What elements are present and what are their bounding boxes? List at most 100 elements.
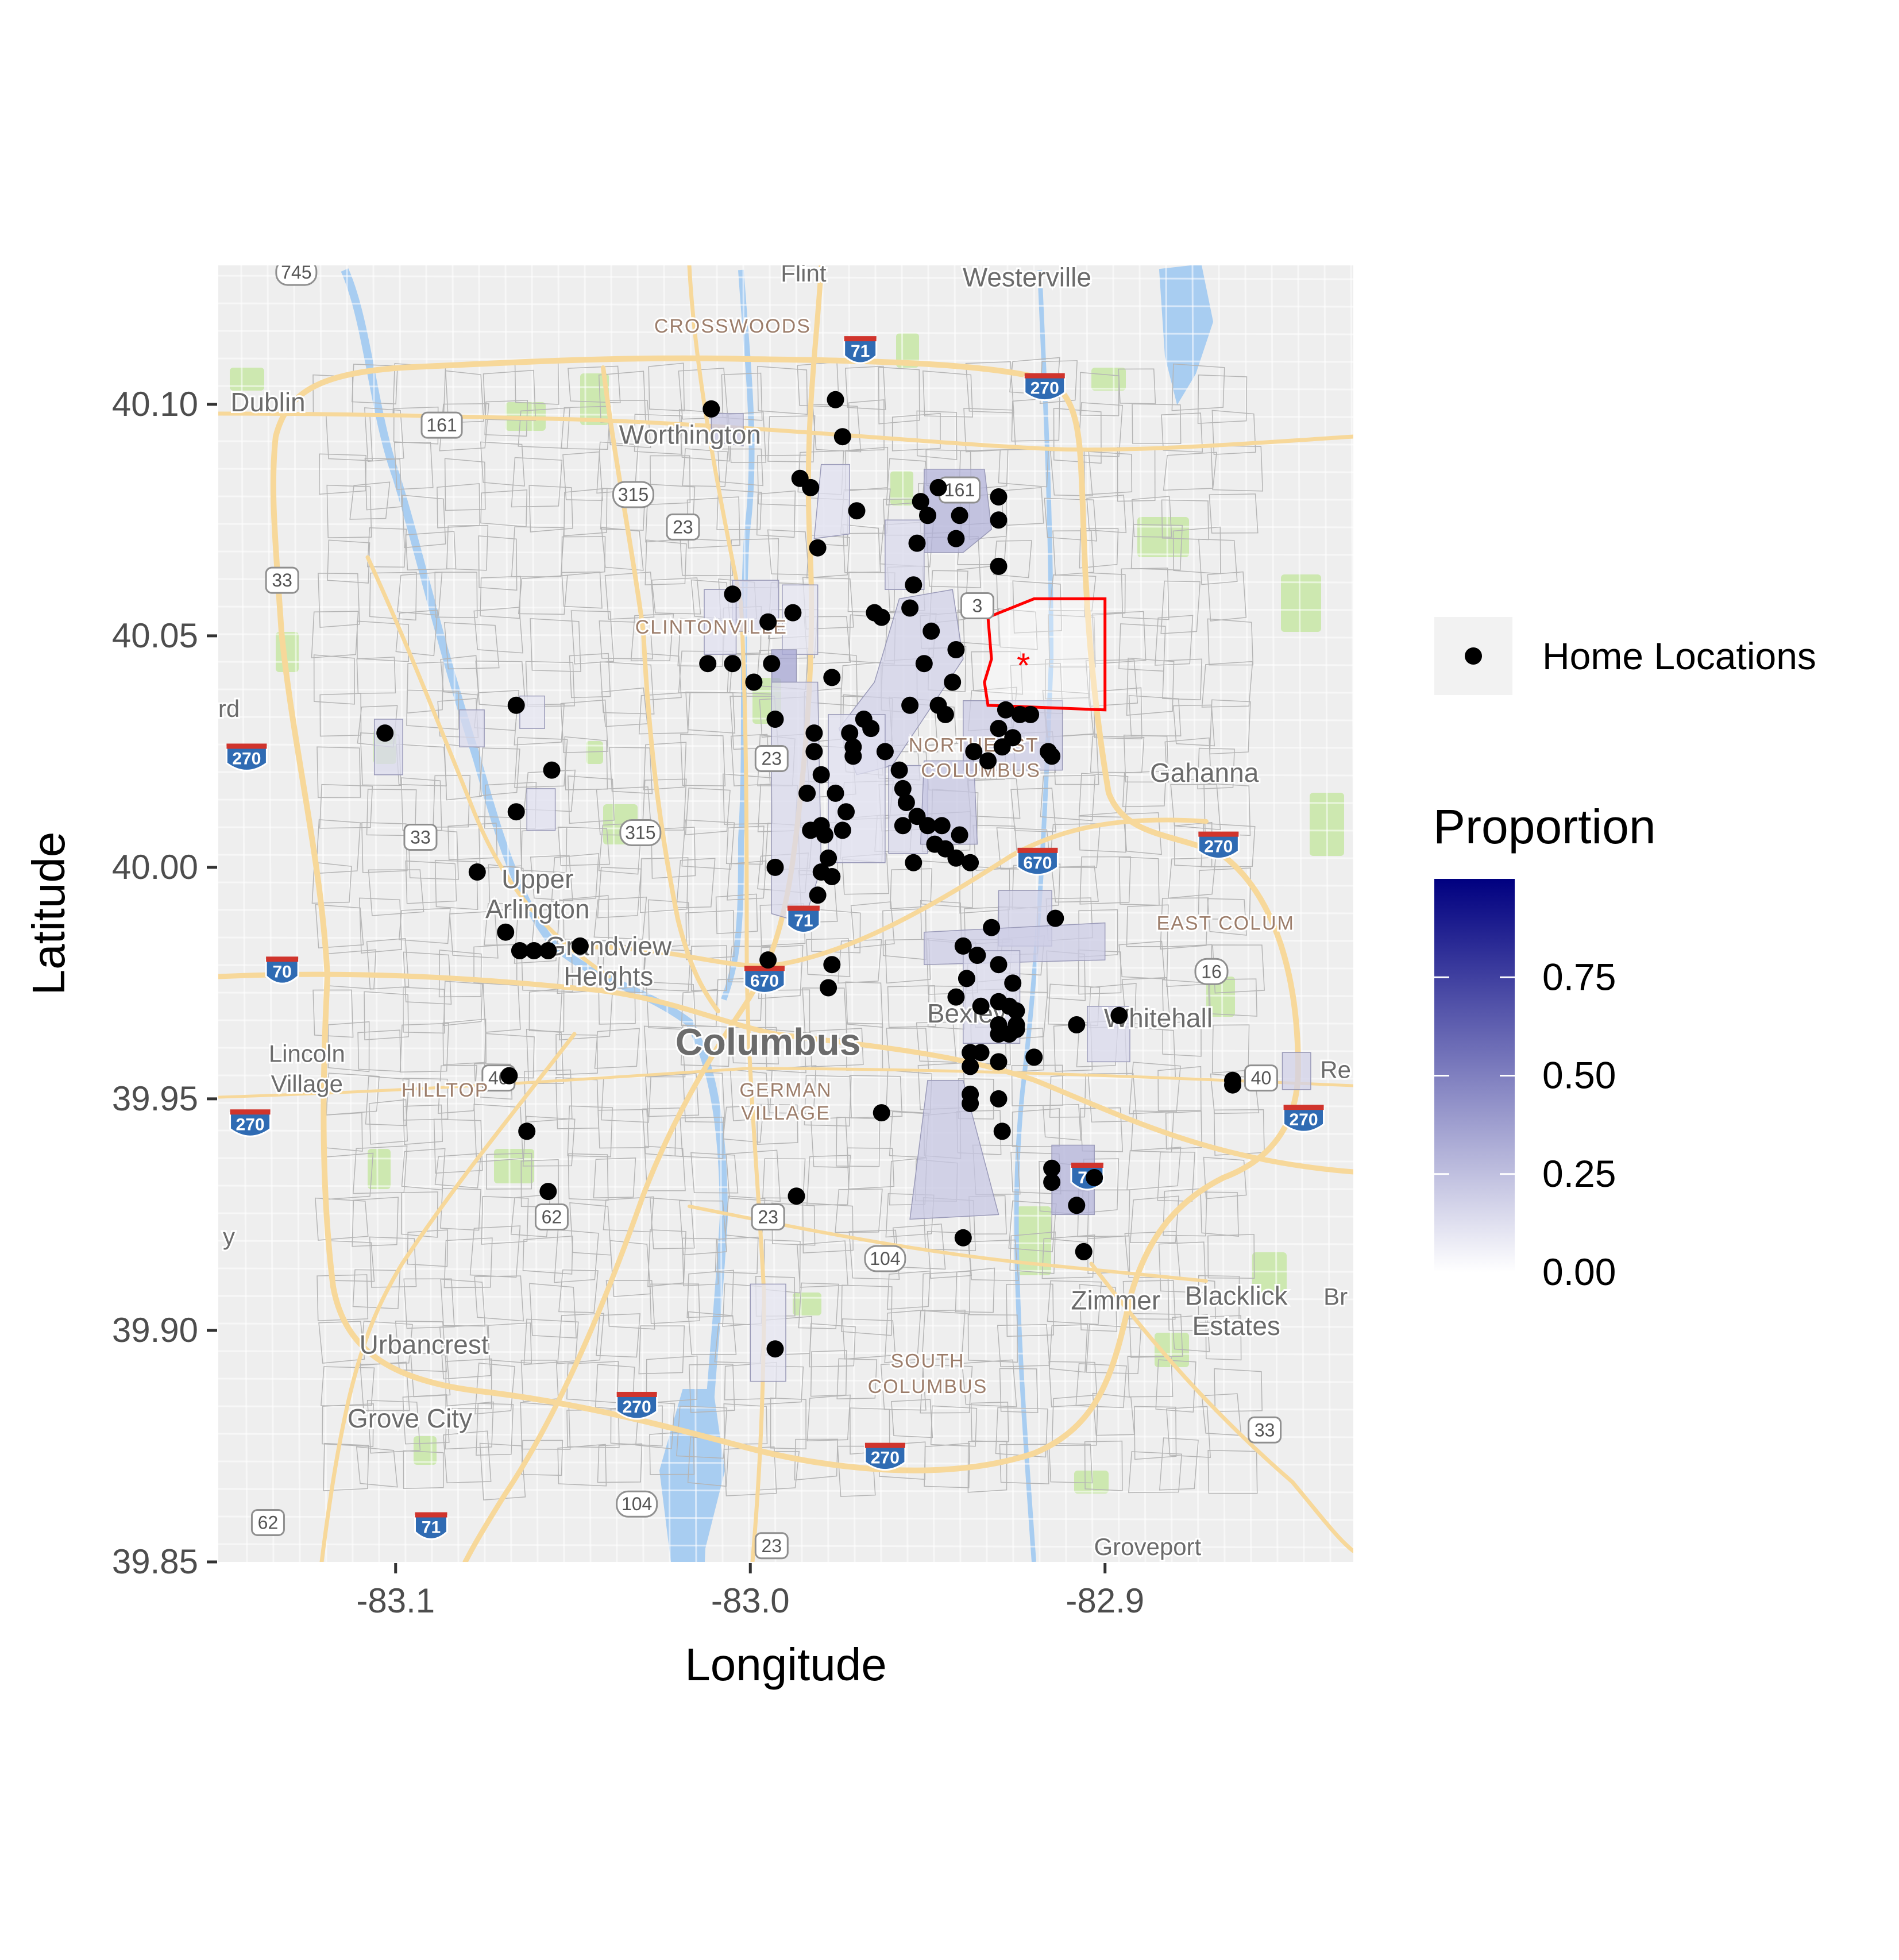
home-location-point xyxy=(947,849,965,867)
home-location-point xyxy=(873,1104,890,1122)
street xyxy=(218,523,1353,528)
state-route-shield-icon xyxy=(275,265,318,286)
interstate-shield-band xyxy=(1071,1162,1103,1168)
park xyxy=(1281,574,1321,632)
tract-boundary xyxy=(638,1325,685,1375)
tract-boundary xyxy=(399,1023,449,1073)
tract-boundary xyxy=(562,451,603,501)
home-location-point xyxy=(543,761,561,779)
tract-boundary xyxy=(1209,699,1251,755)
tract-boundary xyxy=(1164,737,1211,782)
route-shield-40: 40 xyxy=(1244,1064,1278,1092)
tract-boundary xyxy=(368,1099,408,1145)
colorbar-tick-label: 0.25 xyxy=(1542,1152,1616,1195)
tract-boundary xyxy=(1118,368,1156,404)
tract-boundary xyxy=(756,490,796,538)
tract-boundary xyxy=(319,784,373,829)
tract-boundary xyxy=(1128,1451,1183,1494)
home-location-point xyxy=(951,826,968,844)
shield-label: 71 xyxy=(851,342,870,361)
tract-boundary xyxy=(593,1158,636,1199)
shield-label: 670 xyxy=(1023,854,1052,873)
home-location-point xyxy=(511,942,528,959)
tract-boundary xyxy=(887,985,936,1028)
legend-colorbar: Proportion 0.75 0.50 0.25 0.00 xyxy=(1433,800,1656,1293)
tract-boundary xyxy=(558,1269,599,1313)
tract-boundary xyxy=(605,1280,655,1330)
home-location-point xyxy=(962,1095,979,1112)
route-shield-62: 62 xyxy=(534,1203,569,1230)
home-location-point xyxy=(805,743,823,761)
home-location-point xyxy=(539,942,557,959)
home-location-point xyxy=(759,613,777,631)
home-location-point xyxy=(468,863,486,881)
home-location-point xyxy=(759,951,777,969)
tract-boundary xyxy=(643,742,687,790)
tract-boundary xyxy=(440,1187,481,1231)
home-location-point xyxy=(539,1183,557,1201)
tract-boundary xyxy=(313,654,355,705)
tract-boundary xyxy=(836,1117,881,1167)
tract-boundary xyxy=(634,414,682,455)
colorbar-tick-label: 0.00 xyxy=(1542,1251,1616,1293)
state-route-shield-icon xyxy=(619,819,662,846)
tract-boundary xyxy=(349,481,391,520)
home-location-point xyxy=(972,1044,990,1062)
tract-boundary xyxy=(518,574,568,615)
tract-boundary xyxy=(563,895,609,942)
tract-boundary xyxy=(1207,618,1254,666)
sr161 xyxy=(218,411,1353,452)
tract-boundary xyxy=(1171,363,1225,411)
home-location-point xyxy=(901,696,919,714)
route-shield-270: 270 xyxy=(229,1109,272,1137)
tract-boundary xyxy=(438,1064,477,1114)
tract-boundary xyxy=(1197,374,1248,424)
us-route-shield-icon xyxy=(960,592,994,619)
tract-boundary xyxy=(318,573,360,628)
tract-boundary xyxy=(397,572,443,616)
home-location-point xyxy=(1110,1006,1128,1024)
tract-boundary xyxy=(434,859,478,910)
tract-boundary xyxy=(317,746,361,798)
home-location-point xyxy=(841,724,859,742)
shaded-tract xyxy=(1282,1052,1311,1090)
tract-boundary xyxy=(366,527,407,568)
home-location-point xyxy=(809,886,827,904)
tract-boundary xyxy=(967,1314,1018,1363)
route-shield-23: 23 xyxy=(666,513,700,541)
interstate-shield-band xyxy=(844,336,877,342)
tract-boundary xyxy=(315,904,364,949)
tract-boundary xyxy=(596,1313,640,1358)
tract-boundary xyxy=(1122,770,1167,808)
tract-boundary xyxy=(365,1075,410,1126)
colorbar-ticks: 0.75 0.50 0.25 0.00 xyxy=(1434,955,1616,1293)
tract-boundary xyxy=(479,747,520,797)
interstate-shield-icon xyxy=(743,968,786,994)
tract-boundary xyxy=(967,1441,1008,1493)
tract-boundary xyxy=(449,910,499,959)
place-label: Groveport xyxy=(1094,1533,1201,1560)
tract-boundary xyxy=(715,893,758,935)
tract-boundary xyxy=(440,1278,486,1327)
shield-label: 71 xyxy=(794,912,813,931)
tract-boundary xyxy=(469,1225,521,1278)
home-location-point xyxy=(844,747,862,765)
home-location-point xyxy=(905,576,923,594)
tract-boundary xyxy=(680,734,726,786)
interstate-shield-icon xyxy=(1016,850,1059,876)
home-location-point xyxy=(890,761,908,779)
home-location-point xyxy=(993,1122,1011,1140)
route-shield-270: 270 xyxy=(225,743,268,771)
home-location-point xyxy=(1025,1048,1043,1066)
tract-boundary xyxy=(366,1399,421,1454)
home-location-point xyxy=(827,391,844,408)
tract-boundary xyxy=(561,536,606,576)
tract-boundary xyxy=(679,1200,727,1256)
tract-boundary xyxy=(685,788,731,836)
tract-boundary xyxy=(794,1438,839,1481)
tract-boundary xyxy=(557,1313,604,1364)
tract-boundary xyxy=(1155,1359,1196,1413)
home-location-point xyxy=(965,743,983,761)
tract-boundary xyxy=(443,981,483,1027)
x-axis: -83.1 -83.0 -82.9 xyxy=(356,1563,1144,1620)
